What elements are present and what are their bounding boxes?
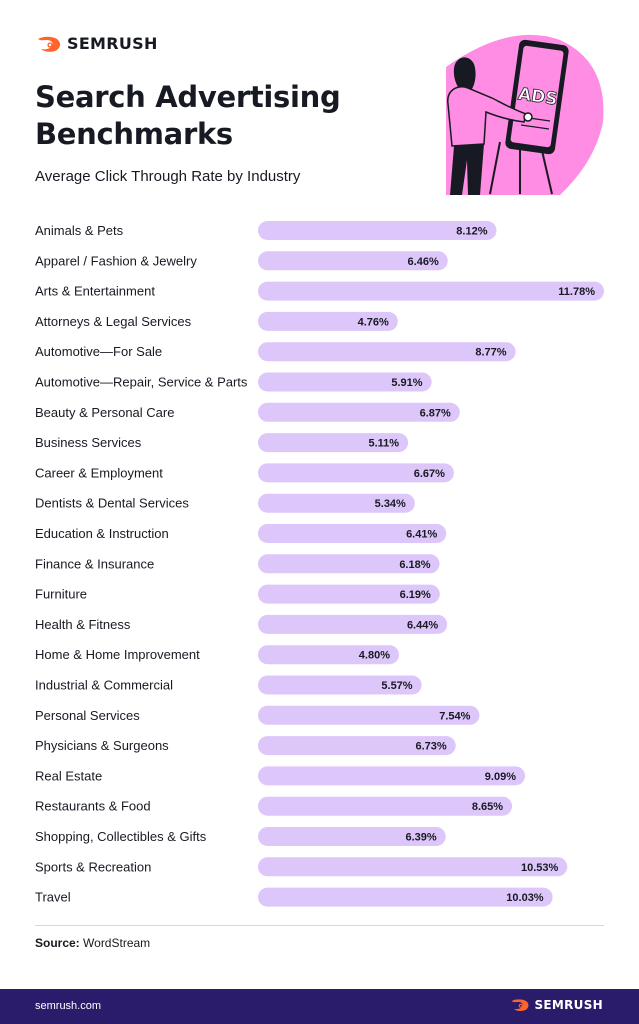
bar — [258, 766, 525, 786]
bar — [258, 433, 409, 453]
source-note: Source: WordStream — [35, 936, 150, 950]
page-title: Search Advertising Benchmarks — [35, 80, 341, 151]
data-label: 6.44% — [407, 619, 438, 631]
category-label: Sports & Recreation — [35, 859, 151, 874]
semrush-flame-icon — [38, 36, 60, 52]
bar — [258, 645, 399, 665]
bar — [258, 736, 456, 756]
footer-semrush-flame-icon — [511, 999, 529, 1012]
source-value: WordStream — [83, 936, 151, 950]
divider — [35, 925, 604, 926]
source-label: Source: — [35, 936, 80, 950]
data-label: 6.67% — [414, 468, 445, 480]
semrush-logo: SEMRUSH — [36, 34, 158, 53]
bar — [258, 796, 513, 816]
bar — [258, 614, 448, 634]
category-label: Industrial & Commercial — [35, 678, 173, 693]
bar — [258, 675, 422, 695]
bar — [258, 402, 460, 422]
category-label: Business Services — [35, 435, 142, 450]
data-label: 8.65% — [472, 801, 503, 813]
category-label: Finance & Insurance — [35, 556, 154, 571]
category-label: Home & Home Improvement — [35, 647, 200, 662]
data-label: 6.19% — [400, 589, 431, 601]
bar — [258, 372, 432, 392]
category-label: Animals & Pets — [35, 223, 124, 238]
semrush-logo-text: SEMRUSH — [67, 34, 158, 53]
data-label: 4.76% — [358, 316, 389, 328]
category-label: Career & Employment — [35, 465, 163, 480]
footer-logo: SEMRUSH — [510, 998, 603, 1012]
category-label: Health & Fitness — [35, 617, 131, 632]
category-label: Automotive—For Sale — [35, 344, 162, 359]
page-subtitle: Average Click Through Rate by Industry — [35, 168, 301, 185]
bar — [258, 827, 446, 846]
data-label: 4.80% — [359, 650, 390, 662]
data-label: 6.18% — [399, 559, 430, 571]
bar — [258, 463, 454, 483]
data-label: 7.54% — [439, 710, 470, 722]
category-label: Beauty & Personal Care — [35, 405, 174, 420]
data-label: 6.41% — [406, 529, 437, 541]
bar — [258, 311, 398, 331]
category-label: Furniture — [35, 587, 87, 602]
data-label: 5.11% — [368, 438, 399, 450]
data-label: 6.87% — [420, 407, 451, 419]
bar — [258, 705, 480, 725]
data-label: 6.46% — [408, 256, 439, 268]
ads-illustration: ADS — [446, 34, 604, 195]
data-label: 5.57% — [381, 680, 412, 692]
bar — [258, 857, 568, 877]
bar — [258, 342, 516, 362]
category-label: Arts & Entertainment — [35, 284, 155, 299]
category-label: Shopping, Collectibles & Gifts — [35, 829, 207, 844]
data-label: 9.09% — [485, 771, 516, 783]
category-label: Travel — [35, 890, 71, 905]
data-label: 5.91% — [391, 377, 422, 389]
category-label: Real Estate — [35, 768, 102, 783]
category-label: Apparel / Fashion & Jewelry — [35, 253, 197, 268]
person-icon — [447, 57, 533, 195]
category-label: Automotive—Repair, Service & Parts — [35, 375, 248, 390]
data-label: 5.34% — [375, 498, 406, 510]
data-label: 6.39% — [405, 832, 436, 844]
data-label: 6.73% — [415, 741, 446, 753]
bar — [258, 221, 497, 240]
data-label: 11.78% — [558, 286, 595, 298]
bar — [258, 887, 553, 907]
category-label: Physicians & Surgeons — [35, 738, 169, 753]
data-label: 10.03% — [506, 892, 544, 904]
tablet-icon: ADS — [505, 39, 569, 155]
bar — [258, 251, 448, 271]
data-label: 8.12% — [456, 226, 487, 238]
data-label: 8.77% — [475, 347, 506, 359]
bar — [258, 584, 440, 604]
category-label: Attorneys & Legal Services — [35, 314, 192, 329]
footer-bar: semrush.com SEMRUSH — [0, 989, 639, 1024]
data-label: 10.53% — [521, 862, 559, 874]
bar — [258, 493, 415, 513]
category-label: Restaurants & Food — [35, 799, 151, 814]
bar — [258, 554, 440, 574]
category-label: Education & Instruction — [35, 526, 169, 541]
footer-logo-text: SEMRUSH — [534, 998, 603, 1012]
bar — [258, 524, 447, 543]
category-label: Dentists & Dental Services — [35, 496, 189, 511]
category-label: Personal Services — [35, 708, 140, 723]
ctr-bar-chart: Animals & Pets 8.12% Apparel / Fashion & J… — [35, 221, 604, 907]
footer-url[interactable]: semrush.com — [35, 1000, 102, 1012]
bar — [258, 281, 604, 301]
